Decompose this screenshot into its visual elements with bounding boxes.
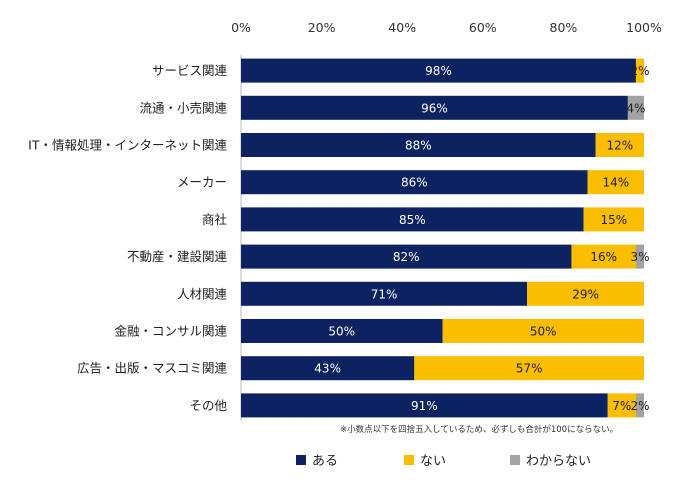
data-label: 96%	[421, 101, 448, 115]
data-label: 16%	[590, 250, 617, 264]
data-label: 50%	[328, 325, 355, 339]
category-label: 流通・小売関連	[139, 100, 227, 115]
bar-segment-wakaranai	[635, 393, 644, 418]
data-label: 82%	[393, 250, 420, 264]
legend-item-wakaranai: わからない	[510, 450, 591, 469]
bar-segment-nai	[607, 393, 636, 418]
x-tick-label: 100%	[626, 20, 662, 35]
data-label: 29%	[572, 287, 599, 301]
x-tick-label: 40%	[388, 20, 416, 35]
legend-swatch	[296, 454, 306, 465]
data-label: 91%	[411, 399, 438, 413]
data-label: 15%	[600, 213, 627, 227]
bar-segment-aru	[241, 393, 608, 418]
bar-segment-aru	[241, 58, 636, 83]
bar-segment-aru	[241, 95, 628, 120]
legend-label: ない	[420, 454, 447, 469]
bar-segment-nai	[587, 170, 644, 195]
bar-segment-aru	[241, 281, 528, 306]
bar-segment-nai	[635, 58, 644, 83]
bar-segment-aru	[241, 319, 443, 343]
legend-label: わからない	[526, 454, 592, 469]
bar-segment-aru	[241, 170, 588, 195]
data-label: 4%	[626, 101, 645, 115]
data-label: 86%	[401, 176, 428, 190]
data-label: 3%	[630, 250, 649, 264]
category-label: メーカー	[177, 175, 227, 190]
bar-segment-wakaranai	[635, 244, 644, 269]
bar-segment-nai	[442, 319, 644, 343]
x-tick-label: 0%	[231, 20, 251, 35]
bar-segment-aru	[241, 356, 415, 381]
data-label: 2%	[630, 399, 649, 413]
category-label: 広告・出版・マスコミ関連	[77, 361, 228, 376]
legend-label: ある	[312, 454, 339, 469]
category-label: IT・情報処理・インターネット関連	[28, 138, 227, 153]
bar-segment-aru	[241, 133, 596, 157]
data-label: 14%	[602, 176, 629, 190]
bar-segment-aru	[241, 207, 584, 232]
data-label: 43%	[314, 362, 341, 376]
category-label: サービス関連	[152, 63, 228, 78]
x-tick-label: 60%	[469, 20, 497, 35]
bar-segment-nai	[583, 207, 644, 232]
category-label: 人材関連	[177, 286, 228, 301]
x-tick-label: 20%	[308, 20, 336, 35]
bars: 98% 2% 96% 4% 88% 12% 86% 14% 85% 15% 82% 16% 3% 71% 2…	[241, 58, 649, 418]
data-label: 12%	[606, 139, 633, 153]
bar-segment-nai	[414, 356, 644, 381]
legend: ある ない わからない	[0, 450, 681, 470]
legend-item-aru: ある	[296, 450, 338, 469]
data-label: 57%	[516, 362, 543, 376]
data-label: 85%	[399, 213, 426, 227]
data-label: 50%	[530, 325, 557, 339]
bar-segment-nai	[571, 244, 636, 269]
data-label: 7%	[612, 399, 631, 413]
bar-segment-nai	[527, 281, 644, 306]
data-label: 88%	[405, 139, 432, 153]
category-label: その他	[189, 398, 227, 413]
bar-segment-nai	[595, 133, 644, 157]
data-label: 98%	[425, 64, 452, 78]
legend-swatch	[510, 454, 520, 465]
x-tick-label: 80%	[550, 20, 578, 35]
data-label: 2%	[630, 64, 649, 78]
bar-segment-wakaranai	[627, 95, 644, 120]
x-axis-ticks: 0% 20% 40% 60% 80% 100%	[231, 20, 662, 35]
category-label: 不動産・建設関連	[127, 249, 228, 264]
legend-item-nai: ない	[404, 450, 446, 469]
footnote: ※小数点以下を四捨五入しているため、必ずしも合計が100にならない。	[340, 425, 619, 435]
legend-swatch	[404, 454, 414, 465]
category-label: 金融・コンサル関連	[114, 324, 227, 339]
category-label: 商社	[202, 212, 227, 227]
data-label: 71%	[371, 287, 398, 301]
bar-segment-aru	[241, 244, 572, 269]
